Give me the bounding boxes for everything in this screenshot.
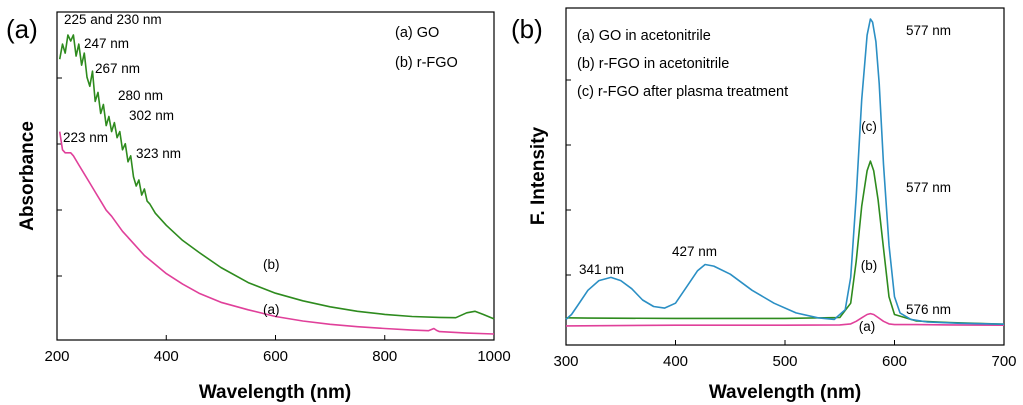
x-tick-label: 400 <box>663 353 688 370</box>
panel-a-series-b-label: (b) <box>263 257 280 272</box>
peak-annotation: 302 nm <box>129 108 174 123</box>
series-line-b <box>58 34 495 320</box>
panel-b-x-ticks: 300 400 500 600 700 <box>553 340 1017 370</box>
x-tick-label: 700 <box>991 353 1016 370</box>
panel-a-y-ticks <box>57 77 62 277</box>
panel-a-y-axis-title: Absorbance <box>17 121 38 231</box>
panel-a-x-axis-title: Wavelength (nm) <box>199 382 351 403</box>
x-tick-label: 200 <box>44 348 69 365</box>
panel-b-legend-entry-c: (c) r-FGO after plasma treatment <box>577 84 788 100</box>
panel-b-legend-entry-a: (a) GO in acetonitrile <box>577 28 711 44</box>
panel-a-annotations: 225 and 230 nm 247 nm 267 nm 280 nm 302 nm 32… <box>63 12 181 161</box>
peak-annotation: 576 nm <box>906 302 951 317</box>
panel-b-legend-entry-b: (b) r-FGO in acetonitrile <box>577 56 729 72</box>
panel-b-series-b-label: (b) <box>861 258 878 273</box>
panel-a-letter: (a) <box>6 14 38 44</box>
peak-annotation: 577 nm <box>906 180 951 195</box>
chart-panel-b: (b) 300 400 500 600 700 577 nm 577 nm 576 nm 34… <box>511 7 1017 403</box>
series-line-b <box>565 160 1005 325</box>
peak-annotation: 223 nm <box>63 130 108 145</box>
panel-a-series <box>58 34 495 335</box>
x-tick-label: 1000 <box>477 348 510 365</box>
panel-a-series-a-label: (a) <box>263 302 280 317</box>
panel-b-series-c-label: (c) <box>861 119 877 134</box>
peak-annotation: 341 nm <box>579 262 624 277</box>
series-line-a <box>565 312 1005 327</box>
x-tick-label: 800 <box>372 348 397 365</box>
panel-b-series-a-label: (a) <box>859 319 876 334</box>
peak-annotation: 247 nm <box>84 36 129 51</box>
peak-annotation: 427 nm <box>672 244 717 259</box>
peak-annotation: 323 nm <box>136 146 181 161</box>
x-tick-label: 400 <box>154 348 179 365</box>
chart-panel-a: (a) 200 400 600 800 1000 225 and 230 nm 247 n… <box>6 11 511 403</box>
panel-a-x-ticks: 200 400 600 800 1000 <box>44 335 511 365</box>
panel-a-legend-entry-a: (a) GO <box>395 25 439 41</box>
peak-annotation: 267 nm <box>95 61 140 76</box>
x-tick-label: 600 <box>882 353 907 370</box>
panel-b-series <box>565 18 1005 327</box>
panel-b-y-axis-title: F. Intensity <box>528 126 549 225</box>
series-line-a <box>58 131 495 335</box>
series-line-c <box>565 18 1005 325</box>
panel-b-letter: (b) <box>511 14 543 44</box>
peak-annotation: 280 nm <box>118 88 163 103</box>
peak-annotation: 577 nm <box>906 23 951 38</box>
panel-a-legend-entry-b: (b) r-FGO <box>395 55 458 71</box>
peak-annotation: 225 and 230 nm <box>64 12 162 27</box>
panel-b-x-axis-title: Wavelength (nm) <box>709 382 861 403</box>
panel-b-annotations: 577 nm 577 nm 576 nm 341 nm 427 nm <box>579 23 951 317</box>
panel-b-y-ticks <box>566 79 571 276</box>
x-tick-label: 500 <box>772 353 797 370</box>
x-tick-label: 600 <box>263 348 288 365</box>
x-tick-label: 300 <box>553 353 578 370</box>
